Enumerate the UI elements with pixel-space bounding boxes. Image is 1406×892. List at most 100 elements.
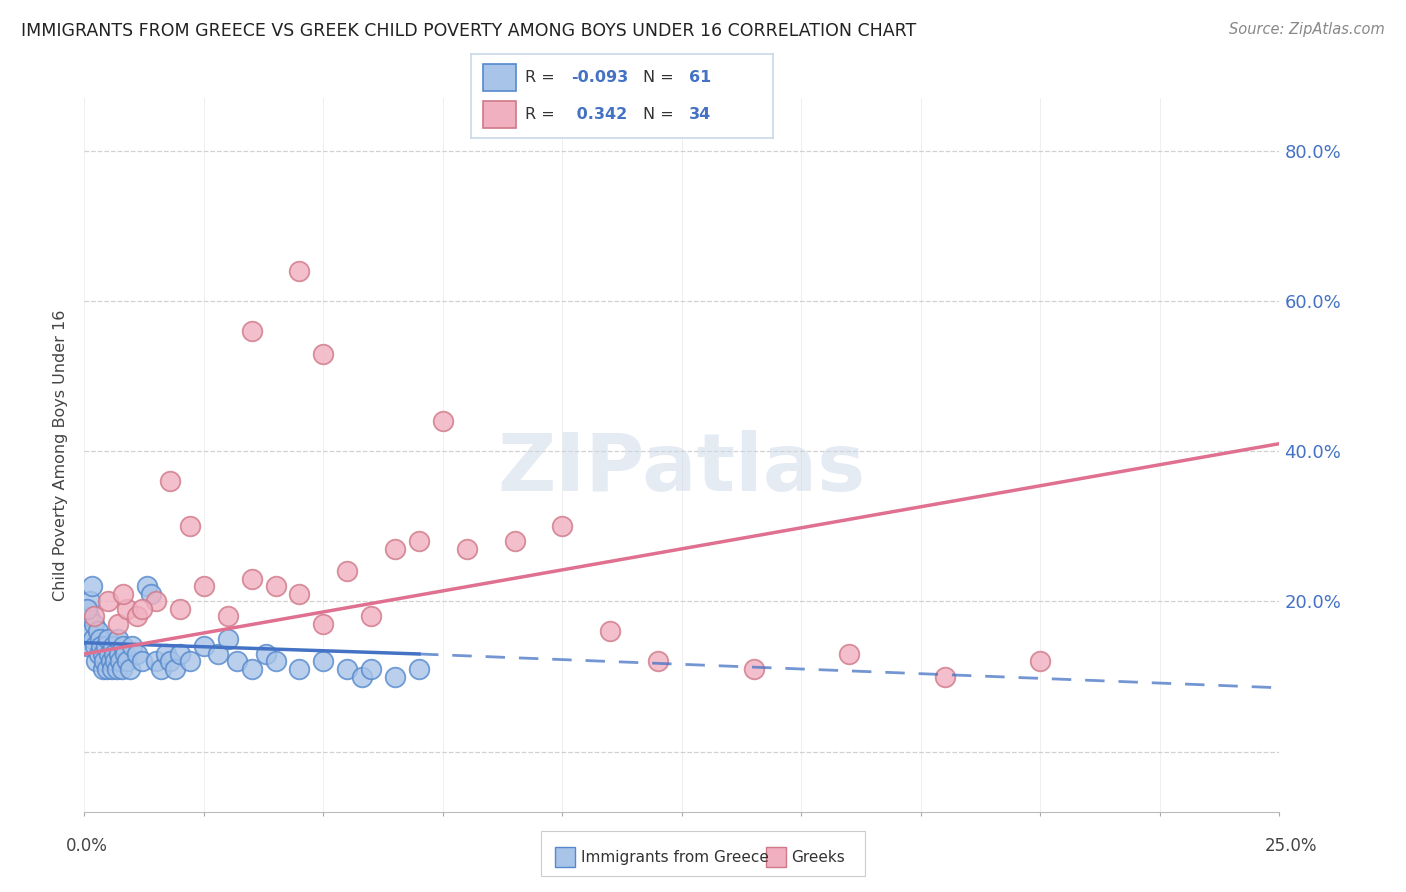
Point	[111, 640, 134, 654]
Point	[456, 541, 478, 556]
Point	[934, 669, 956, 683]
FancyBboxPatch shape	[484, 101, 516, 128]
Point	[193, 640, 215, 654]
Text: 0.0%: 0.0%	[66, 837, 108, 855]
Point	[336, 565, 359, 579]
Text: Greeks: Greeks	[792, 850, 845, 864]
Point	[82, 632, 104, 646]
Point	[1029, 655, 1052, 669]
Point	[77, 609, 100, 624]
Point	[76, 640, 98, 654]
Point	[131, 655, 153, 669]
Point	[104, 655, 127, 669]
Point	[360, 609, 382, 624]
Point	[80, 579, 103, 593]
Point	[145, 594, 167, 608]
Text: 25.0%: 25.0%	[1264, 837, 1317, 855]
Point	[79, 594, 101, 608]
Point	[93, 655, 115, 669]
Point	[89, 632, 111, 646]
Point	[240, 572, 263, 586]
Text: ZIPatlas: ZIPatlas	[498, 430, 866, 508]
Point	[100, 655, 122, 669]
Point	[107, 616, 129, 631]
Text: IMMIGRANTS FROM GREECE VS GREEK CHILD POVERTY AMONG BOYS UNDER 16 CORRELATION CH: IMMIGRANTS FROM GREECE VS GREEK CHILD PO…	[21, 22, 917, 40]
Point	[117, 655, 139, 669]
Point	[360, 662, 382, 676]
Text: Source: ZipAtlas.com: Source: ZipAtlas.com	[1229, 22, 1385, 37]
Point	[77, 624, 100, 639]
Text: 61: 61	[689, 70, 711, 85]
Point	[217, 632, 239, 646]
Y-axis label: Child Poverty Among Boys Under 16: Child Poverty Among Boys Under 16	[53, 310, 69, 600]
Point	[207, 647, 229, 661]
Point	[107, 647, 129, 661]
Point	[179, 655, 201, 669]
Point	[312, 346, 335, 360]
Point	[169, 602, 191, 616]
Text: N =: N =	[644, 70, 679, 85]
Point	[145, 655, 167, 669]
FancyBboxPatch shape	[484, 63, 516, 91]
Point	[312, 616, 335, 631]
Point	[107, 632, 129, 646]
Point	[264, 655, 287, 669]
Point	[288, 662, 311, 676]
Point	[141, 587, 163, 601]
Point	[101, 640, 124, 654]
Point	[91, 662, 114, 676]
Point	[125, 647, 148, 661]
Point	[350, 669, 373, 683]
Point	[217, 609, 239, 624]
Point	[121, 640, 143, 654]
Point	[159, 474, 181, 488]
Point	[193, 579, 215, 593]
Point	[179, 519, 201, 533]
Point	[83, 609, 105, 624]
Point	[83, 640, 105, 654]
Point	[408, 662, 430, 676]
Point	[647, 655, 669, 669]
Text: -0.093: -0.093	[571, 70, 628, 85]
Point	[76, 602, 98, 616]
Point	[96, 662, 118, 676]
Point	[98, 647, 121, 661]
Text: Immigrants from Greece: Immigrants from Greece	[581, 850, 769, 864]
Point	[111, 662, 134, 676]
Point	[226, 655, 249, 669]
Point	[125, 609, 148, 624]
Point	[599, 624, 621, 639]
Point	[838, 647, 860, 661]
Point	[384, 669, 406, 683]
Point	[240, 324, 263, 338]
Point	[551, 519, 574, 533]
Point	[169, 647, 191, 661]
Point	[149, 662, 172, 676]
Text: R =: R =	[526, 70, 561, 85]
Point	[165, 662, 187, 676]
Point	[86, 655, 108, 669]
Point	[288, 587, 311, 601]
Text: R =: R =	[526, 107, 561, 122]
Point	[432, 414, 454, 428]
Point	[384, 541, 406, 556]
Text: 0.342: 0.342	[571, 107, 627, 122]
Point	[312, 655, 335, 669]
Point	[97, 594, 120, 608]
Point	[83, 616, 105, 631]
Point	[117, 602, 139, 616]
Point	[105, 662, 128, 676]
Point	[103, 647, 125, 661]
Point	[135, 579, 157, 593]
Point	[110, 655, 132, 669]
Point	[742, 662, 765, 676]
Point	[87, 624, 110, 639]
Point	[101, 662, 124, 676]
Point	[97, 632, 120, 646]
Point	[155, 647, 177, 661]
Point	[94, 640, 117, 654]
Point	[408, 534, 430, 549]
Point	[90, 640, 112, 654]
Point	[118, 662, 141, 676]
Point	[87, 647, 110, 661]
